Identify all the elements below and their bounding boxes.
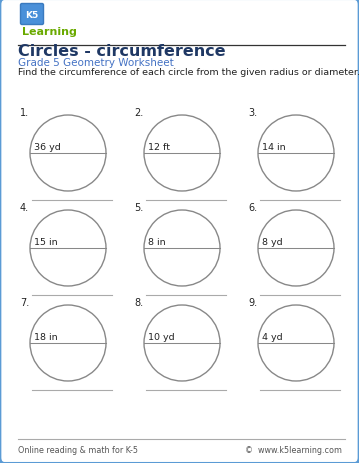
Text: 6.: 6. (248, 203, 257, 213)
Text: 7.: 7. (20, 297, 29, 307)
Text: 5.: 5. (134, 203, 143, 213)
Text: 36 yd: 36 yd (34, 143, 61, 152)
Text: 8.: 8. (134, 297, 143, 307)
Text: 15 in: 15 in (34, 238, 58, 246)
Text: Online reading & math for K-5: Online reading & math for K-5 (18, 445, 138, 454)
Text: 12 ft: 12 ft (148, 143, 170, 152)
Text: K5: K5 (25, 11, 39, 19)
Text: 1.: 1. (20, 108, 29, 118)
Text: 3.: 3. (248, 108, 257, 118)
Text: Circles - circumference: Circles - circumference (18, 44, 225, 59)
Text: 10 yd: 10 yd (148, 332, 174, 341)
FancyBboxPatch shape (20, 5, 43, 25)
Text: 18 in: 18 in (34, 332, 58, 341)
Text: 4.: 4. (20, 203, 29, 213)
Text: ©  www.k5learning.com: © www.k5learning.com (245, 445, 342, 454)
Text: 8 yd: 8 yd (262, 238, 283, 246)
Text: Grade 5 Geometry Worksheet: Grade 5 Geometry Worksheet (18, 58, 174, 68)
Text: 9.: 9. (248, 297, 257, 307)
Text: 2.: 2. (134, 108, 143, 118)
Text: Learning: Learning (22, 27, 77, 37)
Text: 14 in: 14 in (262, 143, 286, 152)
Text: Find the circumference of each circle from the given radius or diameter.: Find the circumference of each circle fr… (18, 68, 359, 77)
Text: 8 in: 8 in (148, 238, 165, 246)
Text: 4 yd: 4 yd (262, 332, 283, 341)
